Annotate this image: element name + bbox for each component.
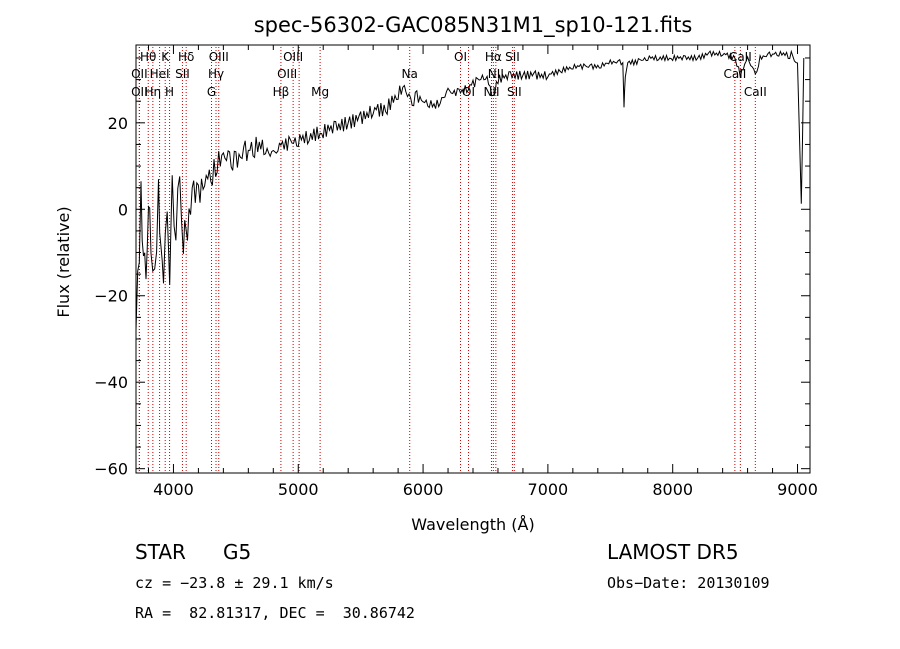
spectral-line-label: OIII xyxy=(277,67,297,81)
y-tick-label: 0 xyxy=(118,200,128,219)
spectral-line-label: CaII xyxy=(729,50,752,64)
x-tick-label: 6000 xyxy=(403,480,444,499)
line-marker-labels: HθOIIOIIHηHeIKHSIIHδHγGOIIIHβOIIIOIIIMgN… xyxy=(131,50,767,99)
x-tick-label: 7000 xyxy=(528,480,569,499)
spectral-line-label: Hδ xyxy=(178,50,194,64)
spectral-line-label: Na xyxy=(402,67,418,81)
y-axis-label: Flux (relative) xyxy=(54,206,73,317)
x-tick-label: 8000 xyxy=(652,480,693,499)
y-tick-label: −40 xyxy=(94,373,128,392)
spectral-line-label: OI xyxy=(454,50,467,64)
object-class: STAR xyxy=(135,540,186,564)
y-tick-label: −20 xyxy=(94,287,128,306)
x-axis-label: Wavelength (Å) xyxy=(411,515,534,534)
spectral-line-label: SII xyxy=(505,50,520,64)
spectral-line-label: OI xyxy=(462,85,475,99)
spectral-line-label: CaII xyxy=(723,67,746,81)
spectral-line-label: Hθ xyxy=(140,50,156,64)
spectrum-line xyxy=(135,49,805,331)
object-subclass: G5 xyxy=(223,540,252,564)
spectral-line-label: Hη xyxy=(145,85,162,99)
spectral-line-label: CaII xyxy=(744,85,767,99)
survey-label: LAMOST DR5 xyxy=(607,540,739,564)
x-tick-label: 9000 xyxy=(777,480,818,499)
spectral-line-label: Hγ xyxy=(208,67,224,81)
chart-title: spec-56302-GAC085N31M1_sp10-121.fits xyxy=(254,13,693,38)
spectral-line-label: OIII xyxy=(209,50,229,64)
spectral-line-label: Hβ xyxy=(273,85,290,99)
spectral-line-label: OIII xyxy=(283,50,303,64)
spectral-line-label: K xyxy=(161,50,170,64)
spectral-line-label: SII xyxy=(507,85,522,99)
observation-date: Obs−Date: 20130109 xyxy=(607,574,770,592)
spectral-line-label: Mg xyxy=(311,85,329,99)
redshift-readout: cz = −23.8 ± 29.1 km/s xyxy=(135,574,334,592)
y-tick-label: −60 xyxy=(94,460,128,479)
spectral-line-label: OII xyxy=(131,67,148,81)
spectral-line-label: OII xyxy=(131,85,148,99)
x-tick-label: 4000 xyxy=(153,480,194,499)
x-axis-ticks: 4000 5000 6000 7000 8000 9000 xyxy=(147,45,818,499)
spectral-line-label: Hα xyxy=(485,50,502,64)
line-markers xyxy=(138,47,756,473)
spectral-line-label: HeI xyxy=(150,67,170,81)
coordinates-readout: RA = 82.81317, DEC = 30.86742 xyxy=(135,604,415,622)
spectral-line-label: SII xyxy=(175,67,190,81)
plot-frame xyxy=(135,44,811,474)
spectral-line-label: H xyxy=(165,85,174,99)
y-axis-ticks: −60 −40 −20 0 20 xyxy=(94,57,810,479)
x-tick-label: 5000 xyxy=(278,480,319,499)
y-tick-label: 20 xyxy=(108,114,128,133)
spectral-line-label: G xyxy=(207,85,216,99)
